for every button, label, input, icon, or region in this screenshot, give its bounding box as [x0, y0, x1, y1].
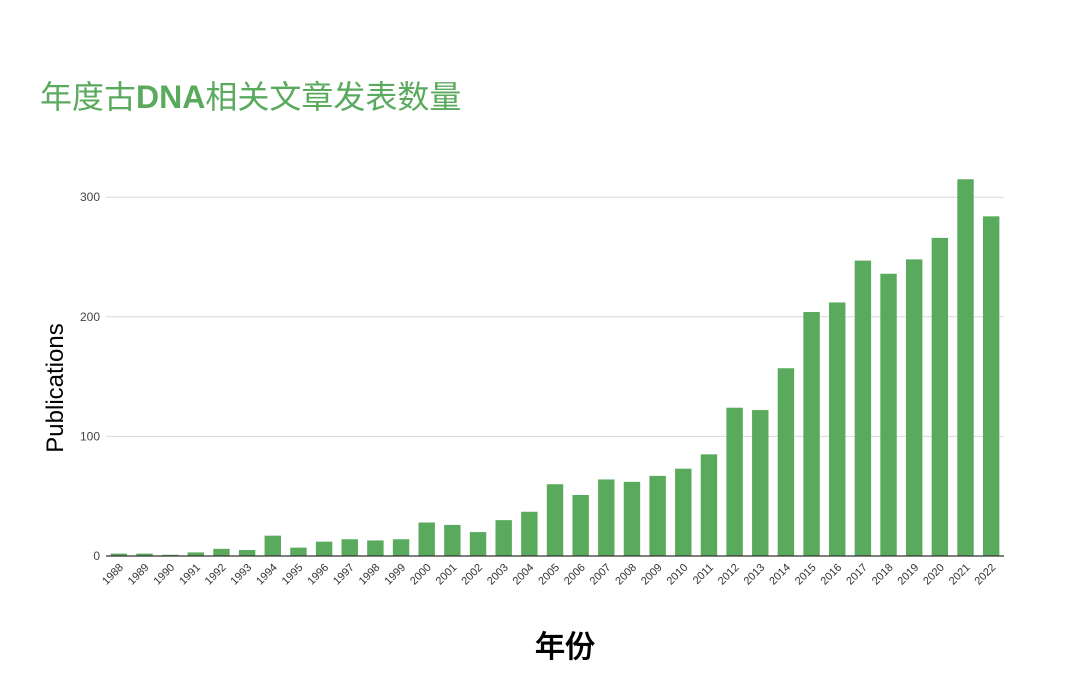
x-tick-label: 1991: [177, 562, 203, 588]
x-tick-label: 2014: [767, 562, 793, 588]
x-tick-label: 2016: [819, 562, 845, 588]
chart-title-latin: DNA: [136, 79, 206, 115]
bar-2009: [649, 475, 666, 556]
bar-1997: [341, 539, 358, 556]
x-tick-label: 2007: [588, 562, 614, 588]
x-tick-label: 1994: [254, 562, 280, 588]
x-tick-label: 1996: [305, 562, 331, 588]
x-tick-label: 2009: [639, 562, 665, 588]
chart-title-suffix: 相关文章发表数量: [205, 78, 462, 116]
bar-2019: [905, 259, 923, 556]
bars: [110, 179, 1000, 557]
x-tick-label: 2018: [870, 562, 896, 588]
x-tick-label: 2004: [511, 562, 537, 588]
bar-2010: [675, 468, 692, 556]
bar-1992: [213, 548, 230, 556]
y-tick-label: 0: [93, 549, 100, 563]
x-tick-label: 1997: [331, 562, 357, 588]
bar-2011: [700, 454, 718, 556]
x-tick-label: 1988: [100, 562, 126, 588]
x-tick-label: 2017: [844, 562, 870, 588]
x-tick-label: 2000: [408, 562, 434, 588]
bar-2020: [931, 237, 949, 557]
x-tick-label: 2022: [972, 562, 998, 588]
y-axis-title: Publications: [42, 323, 69, 453]
bar-1993: [238, 550, 256, 556]
x-tick-label: 2006: [562, 562, 588, 588]
y-tick-label: 100: [80, 429, 100, 443]
x-tick-label: 2001: [434, 562, 460, 588]
bar-2022: [982, 216, 1000, 556]
bar-2021: [957, 179, 974, 556]
x-tick-label: 2003: [485, 562, 511, 588]
x-tick-label: 1989: [126, 562, 152, 588]
bar-2002: [469, 532, 487, 556]
bar-2001: [444, 524, 461, 556]
x-tick-label: 2010: [665, 562, 691, 588]
x-tick-label: 1990: [151, 562, 177, 588]
y-tick-labels: 0 100 200 300: [80, 190, 100, 563]
x-tick-label: 1999: [382, 562, 408, 588]
x-tick-label: 2012: [716, 562, 742, 588]
x-tick-label: 2020: [921, 562, 947, 588]
x-tick-label: 2013: [742, 562, 768, 588]
bar-2015: [803, 312, 820, 556]
bar-1994: [264, 535, 281, 556]
bar-2014: [777, 368, 795, 556]
x-tick-label: 2019: [896, 562, 922, 588]
bar-2003: [495, 520, 512, 556]
bar-2017: [854, 260, 872, 556]
bar-1989: [136, 553, 153, 556]
x-tick-labels: 1988 1989 1990 1991 1992 1993 1994 1995 1996 1997…: [100, 562, 998, 588]
bar-2016: [829, 302, 846, 556]
bar-2000: [418, 522, 435, 556]
x-axis-title: 年份: [535, 630, 595, 665]
x-tick-label: 2005: [536, 562, 562, 588]
x-tick-label: 2021: [947, 562, 973, 588]
x-tick-label: 1998: [357, 562, 383, 588]
bar-2005: [546, 484, 564, 556]
chart-title: 年度古DNA相关文章发表数量: [40, 72, 461, 118]
bar-2008: [623, 481, 641, 556]
chart-title-prefix: 年度古: [40, 78, 137, 116]
bar-1988: [110, 553, 128, 556]
bar-2018: [880, 273, 897, 556]
bar-2012: [726, 407, 743, 556]
bar-1996: [315, 541, 333, 556]
y-tick-label: 300: [80, 190, 100, 204]
x-tick-label: 2011: [691, 562, 716, 587]
x-tick-label: 1992: [203, 562, 229, 588]
bar-2004: [521, 511, 538, 556]
bar-1991: [187, 552, 205, 556]
bar-1998: [367, 540, 384, 556]
bar-2007: [598, 479, 615, 556]
bar-2006: [572, 495, 589, 556]
gridlines: [106, 196, 1004, 437]
y-tick-label: 200: [80, 310, 100, 324]
x-tick-label: 2008: [613, 562, 639, 588]
x-tick-label: 2015: [793, 562, 819, 588]
bar-2013: [752, 410, 769, 556]
bar-1995: [290, 547, 307, 556]
x-tick-label: 2002: [459, 562, 485, 588]
bar-1999: [392, 539, 410, 556]
x-tick-label: 1993: [228, 562, 254, 588]
x-tick-label: 1995: [280, 562, 306, 588]
